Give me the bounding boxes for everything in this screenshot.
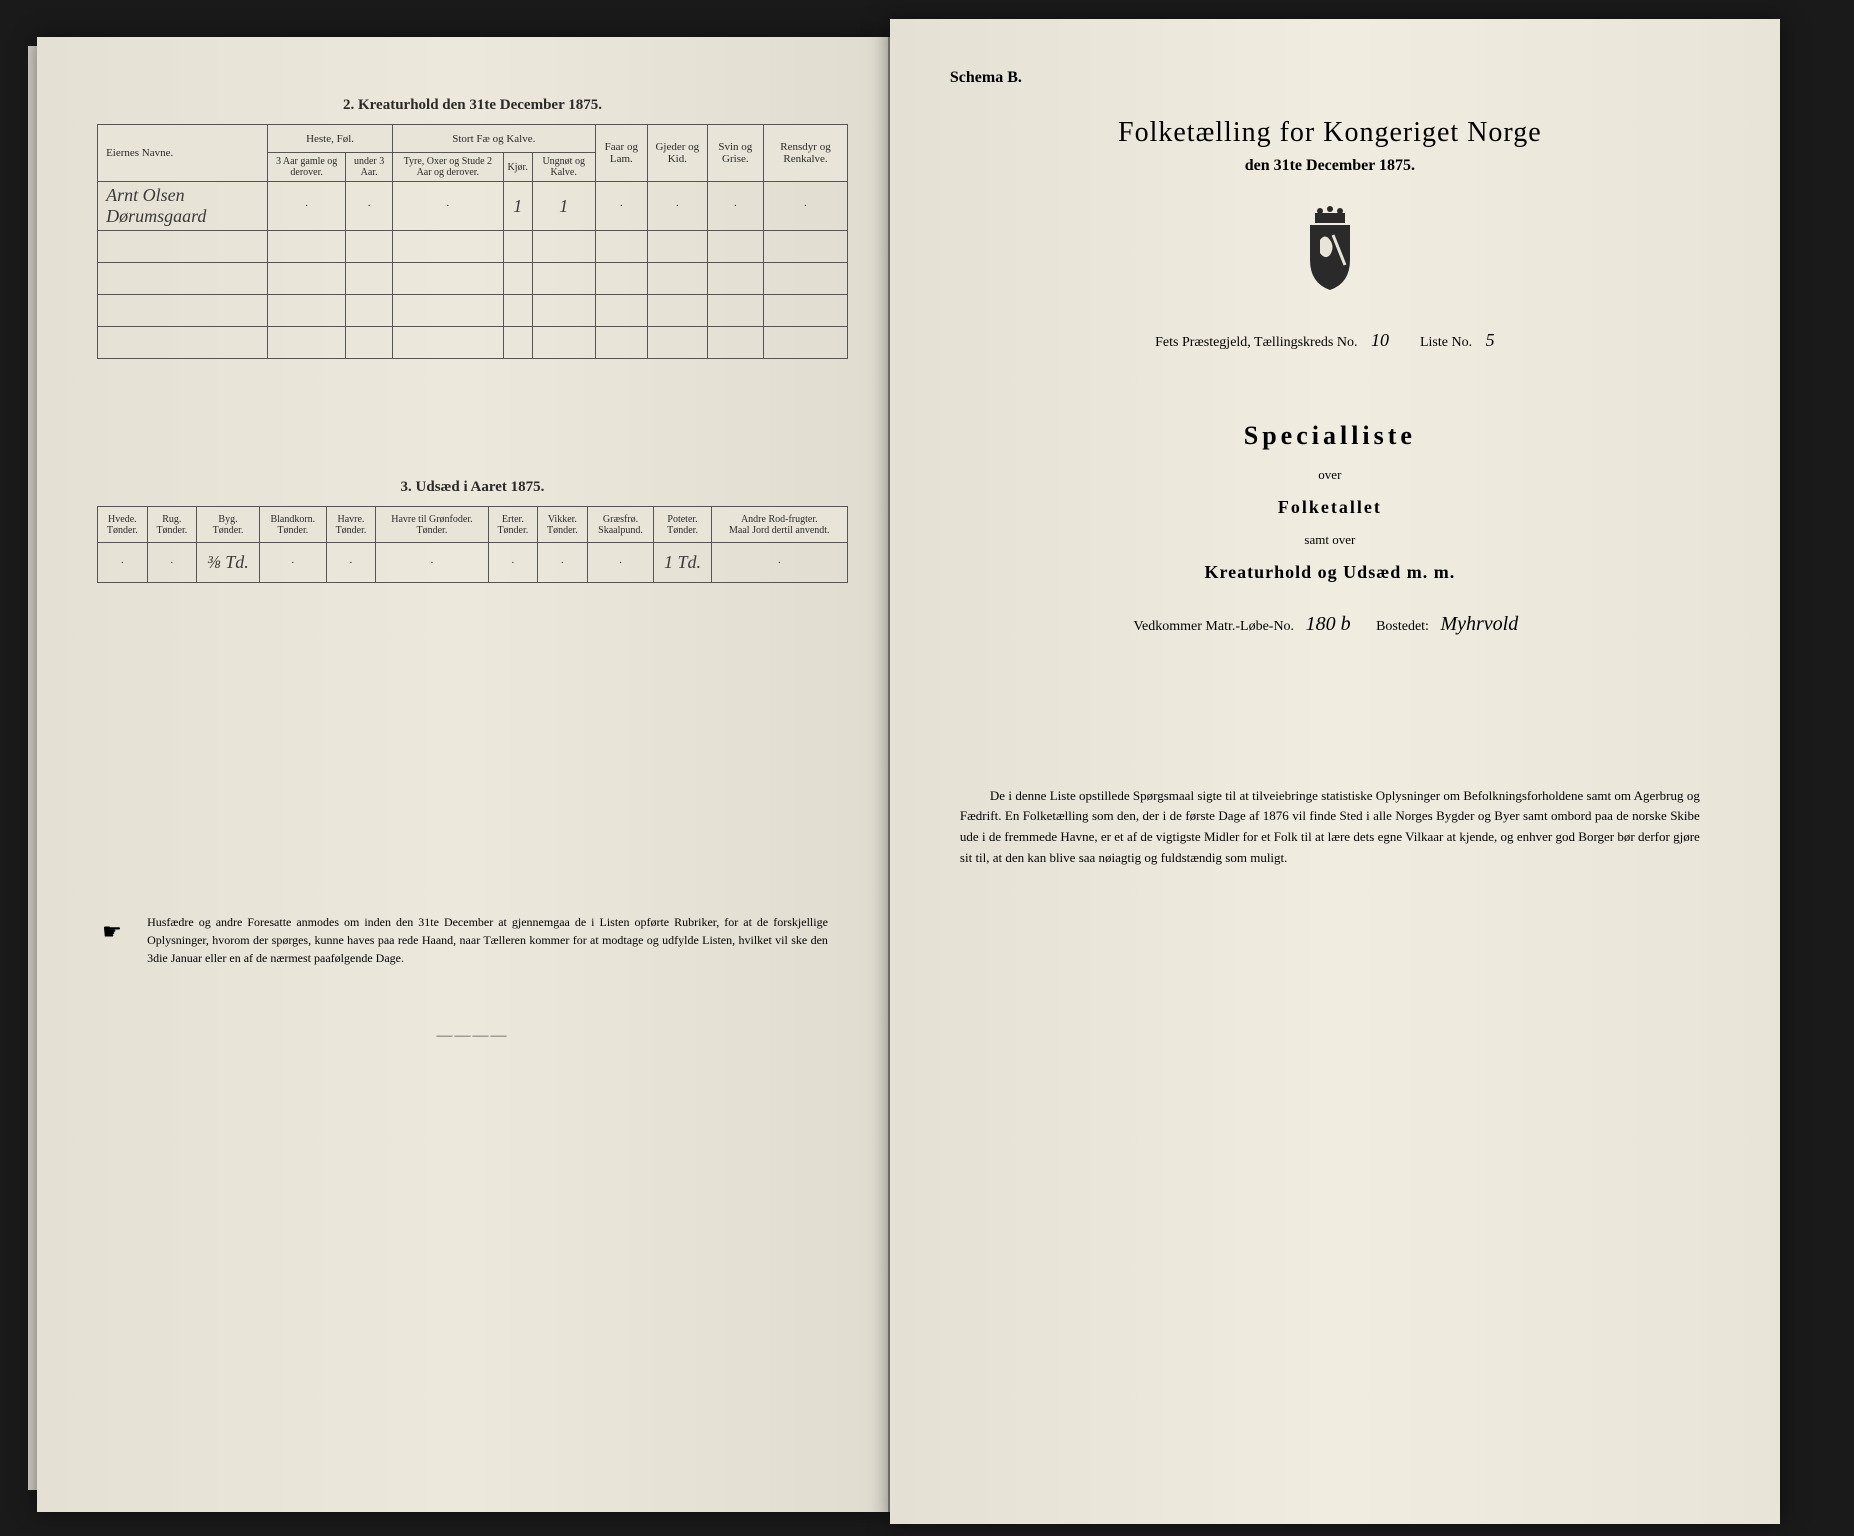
h: Havre.Tønder. xyxy=(326,507,376,543)
cell: · xyxy=(346,182,393,231)
coat-of-arms-icon xyxy=(940,205,1720,300)
parish-no: 10 xyxy=(1361,330,1399,350)
rule: ———— xyxy=(97,1027,848,1045)
h: Byg.Tønder. xyxy=(197,507,260,543)
cell: · xyxy=(707,182,764,231)
table-row xyxy=(98,263,848,295)
instructions-block: ☛ Husfædre og andre Foresatte anmodes om… xyxy=(97,913,848,967)
cell: · xyxy=(538,543,588,583)
h: Hvede.Tønder. xyxy=(98,507,148,543)
col-goats: Gjeder og Kid. xyxy=(648,125,707,182)
seed-table: Hvede.Tønder. Rug.Tønder. Byg.Tønder. Bl… xyxy=(97,506,848,583)
main-title: Folketælling for Kongeriget Norge xyxy=(940,117,1720,149)
parish-label: Fets Præstegjeld, Tællingskreds No. xyxy=(1155,335,1357,350)
matr-no: 180 b xyxy=(1298,613,1359,635)
sub-h2: under 3 Aar. xyxy=(346,153,393,182)
cell: · xyxy=(488,543,538,583)
cell: · xyxy=(259,543,326,583)
liste-no: 5 xyxy=(1476,330,1505,350)
col-horses: Heste, Føl. xyxy=(268,125,393,153)
table-row xyxy=(98,231,848,263)
sub-h3: Tyre, Oxer og Stude 2 Aar og derover. xyxy=(393,153,503,182)
samt-label: samt over xyxy=(940,532,1720,548)
pointer-icon: ☛ xyxy=(102,915,122,948)
sub-h4: Kjør. xyxy=(503,153,532,182)
cell: · xyxy=(711,543,847,583)
bosted-name: Myhrvold xyxy=(1432,613,1526,635)
table-row: Arnt Olsen Dørumsgaard · · · 1 1 · · · · xyxy=(98,182,848,231)
cell: · xyxy=(98,543,148,583)
sub-h1: 3 Aar gamle og derover. xyxy=(268,153,346,182)
cell: · xyxy=(393,182,503,231)
specialliste-title: Specialliste xyxy=(940,421,1720,451)
cell: · xyxy=(326,543,376,583)
table3-title: 3. Udsæd i Aaret 1875. xyxy=(97,479,848,496)
liste-label: Liste No. xyxy=(1420,335,1472,350)
cell: 1 Td. xyxy=(654,543,711,583)
instructions-text: Husfædre og andre Foresatte anmodes om i… xyxy=(147,915,828,965)
bottom-paragraph: De i denne Liste opstillede Spørgsmaal s… xyxy=(940,786,1720,869)
sub-date: den 31te December 1875. xyxy=(940,157,1720,175)
h: Andre Rod-frugter.Maal Jord dertil anven… xyxy=(711,507,847,543)
parish-line: Fets Præstegjeld, Tællingskreds No. 10 L… xyxy=(940,330,1720,351)
cell: 1 xyxy=(532,182,595,231)
cell: · xyxy=(648,182,707,231)
h: Blandkorn.Tønder. xyxy=(259,507,326,543)
h: Rug.Tønder. xyxy=(147,507,197,543)
table-row: · · ⅜ Td. · · · · · · 1 Td. · xyxy=(98,543,848,583)
owner-name: Arnt Olsen Dørumsgaard xyxy=(98,182,268,231)
over-label: over xyxy=(940,467,1720,483)
livestock-table: Eiernes Navne. Heste, Føl. Stort Fæ og K… xyxy=(97,124,848,359)
cell: · xyxy=(587,543,654,583)
table-row xyxy=(98,327,848,359)
folketallet-label: Folketallet xyxy=(940,497,1720,518)
col-owner: Eiernes Navne. xyxy=(98,125,268,182)
bosted-label: Bostedet: xyxy=(1376,619,1429,634)
h: Erter.Tønder. xyxy=(488,507,538,543)
cell: · xyxy=(595,182,648,231)
matr-label: Vedkommer Matr.-Løbe-No. xyxy=(1133,619,1294,634)
col-sheep: Faar og Lam. xyxy=(595,125,648,182)
col-pigs: Svin og Grise. xyxy=(707,125,764,182)
h: Vikker.Tønder. xyxy=(538,507,588,543)
table2-title: 2. Kreaturhold den 31te December 1875. xyxy=(97,97,848,114)
table-row xyxy=(98,295,848,327)
schema-label: Schema B. xyxy=(950,69,1720,87)
cell: · xyxy=(376,543,488,583)
kreatur-label: Kreaturhold og Udsæd m. m. xyxy=(940,562,1720,583)
right-page: Schema B. Folketælling for Kongeriget No… xyxy=(890,19,1780,1524)
col-cattle: Stort Fæ og Kalve. xyxy=(393,125,595,153)
sub-h5: Ungnøt og Kalve. xyxy=(532,153,595,182)
left-page: 2. Kreaturhold den 31te December 1875. E… xyxy=(37,37,890,1512)
col-reindeer: Rensdyr og Renkalve. xyxy=(764,125,848,182)
h: Græsfrø.Skaalpund. xyxy=(587,507,654,543)
cell: · xyxy=(268,182,346,231)
h: Havre til Grønfoder.Tønder. xyxy=(376,507,488,543)
cell: 1 xyxy=(503,182,532,231)
cell: ⅜ Td. xyxy=(197,543,260,583)
cell: · xyxy=(764,182,848,231)
cell: · xyxy=(147,543,197,583)
matr-line: Vedkommer Matr.-Løbe-No. 180 b Bostedet:… xyxy=(940,613,1720,636)
h: Poteter.Tønder. xyxy=(654,507,711,543)
